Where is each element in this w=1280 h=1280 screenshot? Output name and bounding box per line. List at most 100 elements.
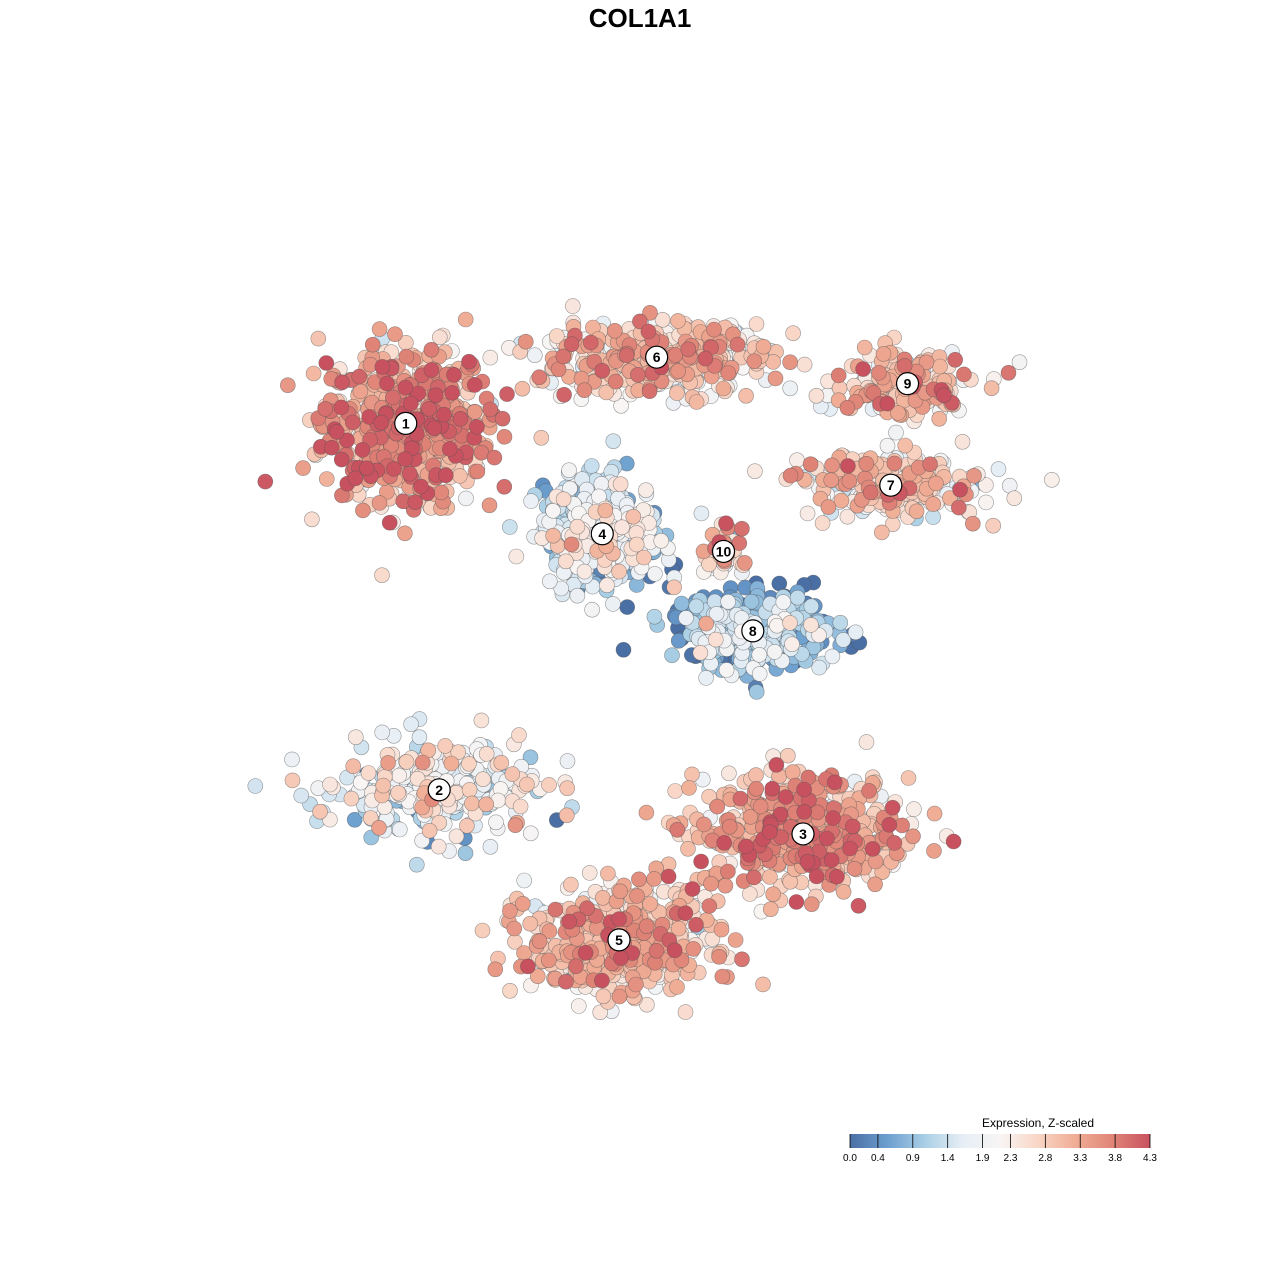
cell-point — [766, 644, 783, 660]
cell-point — [423, 362, 440, 378]
cell-point — [436, 406, 452, 423]
cell-point — [747, 463, 763, 480]
cell-point — [879, 395, 896, 412]
cell-point — [782, 615, 798, 631]
cluster-label-text: 9 — [904, 376, 912, 392]
cell-point — [531, 933, 548, 950]
cell-point — [540, 952, 557, 969]
cell-point — [452, 410, 469, 427]
cell-point — [688, 598, 705, 615]
cell-point — [446, 367, 462, 383]
cell-point — [611, 563, 627, 580]
cell-point — [707, 631, 724, 648]
cell-point — [873, 524, 890, 541]
cell-point — [582, 334, 599, 351]
cell-point — [558, 973, 574, 990]
cell-point — [482, 838, 499, 855]
cell-point — [782, 354, 798, 371]
cell-point — [708, 605, 725, 622]
cell-point — [789, 452, 805, 469]
cell-point — [871, 365, 887, 381]
cell-point — [430, 838, 447, 855]
cell-point — [594, 889, 611, 906]
cell-point — [714, 968, 731, 985]
cell-point — [858, 455, 875, 472]
cell-point — [985, 517, 1002, 534]
cell-point — [796, 356, 813, 373]
cell-point — [451, 468, 468, 484]
cell-point — [684, 766, 700, 783]
cell-point — [547, 901, 564, 918]
cell-point — [612, 883, 629, 900]
cell-point — [666, 942, 683, 959]
cell-point — [908, 503, 925, 520]
cell-point — [926, 805, 943, 822]
cell-point — [478, 746, 495, 762]
cell-point — [514, 380, 531, 397]
cell-point — [734, 951, 750, 968]
cell-point — [411, 729, 428, 746]
cell-point — [427, 387, 444, 404]
cell-point — [720, 863, 736, 880]
cell-point — [502, 903, 518, 919]
cell-point — [514, 895, 531, 912]
cell-point — [403, 716, 419, 733]
cell-point — [701, 556, 717, 573]
cell-point — [375, 777, 392, 794]
cell-point — [522, 825, 539, 842]
cell-point — [879, 437, 896, 454]
cell-point — [945, 833, 962, 850]
cell-point — [421, 822, 438, 839]
cell-point — [433, 484, 450, 501]
cluster-label-text: 10 — [716, 543, 732, 559]
cell-point — [390, 785, 407, 801]
cell-point — [600, 865, 616, 882]
cell-point — [784, 764, 801, 780]
cell-point — [469, 463, 486, 480]
cell-point — [764, 780, 781, 797]
cell-point — [583, 458, 600, 474]
cell-point — [517, 333, 534, 350]
cell-point — [360, 765, 377, 781]
cell-point — [519, 776, 535, 793]
cell-point — [711, 948, 727, 965]
cell-point — [693, 853, 709, 870]
cell-point — [677, 1004, 694, 1020]
cell-point — [461, 755, 477, 772]
cell-point — [343, 790, 360, 807]
cell-point — [765, 886, 781, 903]
cluster-label-text: 5 — [615, 932, 623, 948]
cell-point — [318, 355, 335, 371]
cell-point — [1000, 364, 1017, 381]
legend-tick-label: 0.4 — [871, 1153, 885, 1164]
cell-point — [561, 462, 577, 479]
cell-point — [397, 451, 413, 467]
cell-point — [796, 781, 812, 798]
cell-point — [355, 502, 371, 519]
legend-tick-label: 4.3 — [1143, 1153, 1157, 1164]
cell-point — [615, 641, 632, 658]
cell-point — [391, 821, 408, 838]
cell-point — [841, 473, 858, 489]
cell-point — [751, 666, 768, 682]
cell-point — [925, 496, 942, 512]
cell-point — [832, 614, 849, 631]
cell-point — [564, 298, 581, 314]
cell-point — [648, 942, 665, 959]
cell-point — [784, 636, 800, 653]
cell-point — [507, 817, 524, 834]
cell-point — [746, 869, 762, 886]
cell-point — [777, 789, 794, 805]
cell-point — [413, 478, 429, 495]
cell-point — [716, 835, 733, 851]
cell-point — [681, 780, 697, 796]
cell-point — [830, 367, 847, 384]
cell-point — [614, 519, 630, 536]
cell-point — [469, 419, 485, 435]
cell-point — [799, 853, 816, 870]
cluster-label-4: 4 — [590, 522, 614, 546]
cell-point — [631, 871, 647, 888]
cell-point — [591, 488, 607, 505]
cell-point — [605, 433, 622, 450]
cell-point — [556, 386, 572, 403]
